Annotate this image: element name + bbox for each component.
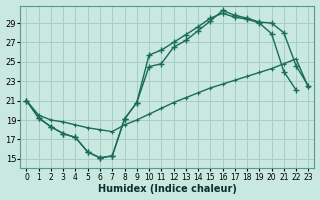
X-axis label: Humidex (Indice chaleur): Humidex (Indice chaleur) <box>98 184 237 194</box>
